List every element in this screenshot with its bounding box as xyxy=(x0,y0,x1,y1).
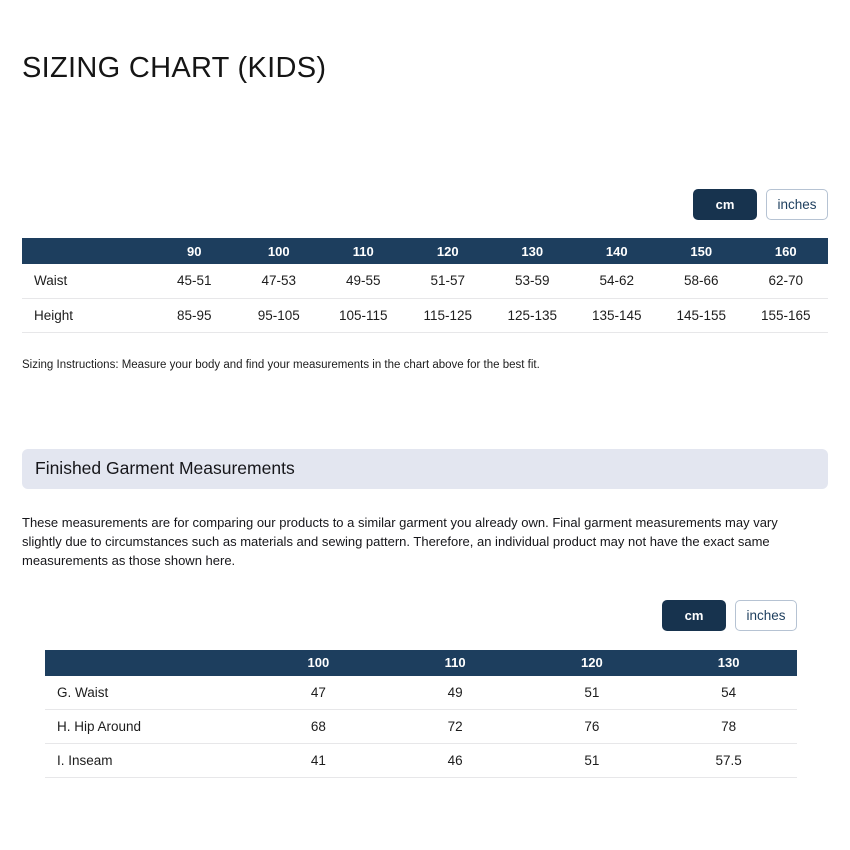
page-title: SIZING CHART (KIDS) xyxy=(22,52,327,84)
table-header-row: 90 100 110 120 130 140 150 160 xyxy=(22,238,828,264)
measurement-cell: 95-105 xyxy=(236,298,321,333)
size-column-header: 120 xyxy=(523,649,661,676)
table-row: Height 85-95 95-105 105-115 115-125 125-135 13… xyxy=(22,298,828,333)
measurement-cell: 76 xyxy=(523,709,661,744)
size-column-header: 160 xyxy=(743,238,828,264)
measurement-cell: 53-59 xyxy=(490,264,575,299)
size-column-header: 120 xyxy=(405,238,490,264)
measurement-cell: 105-115 xyxy=(321,298,406,333)
sizing-instructions: Sizing Instructions: Measure your body a… xyxy=(22,358,540,371)
measurement-cell: 49 xyxy=(386,675,524,710)
measurement-cell: 135-145 xyxy=(574,298,659,333)
measurement-cell: 62-70 xyxy=(743,264,828,299)
garment-section-title: Finished Garment Measurements xyxy=(35,458,295,478)
garment-section-header: Finished Garment Measurements xyxy=(22,448,828,489)
measurement-cell: 68 xyxy=(250,709,387,744)
measurement-cell: 115-125 xyxy=(405,298,490,333)
measurement-cell: 85-95 xyxy=(152,298,237,333)
measurement-cell: 155-165 xyxy=(743,298,828,333)
measurement-cell: 51 xyxy=(523,743,661,778)
measurement-cell: 51 xyxy=(523,675,661,710)
size-column-header: 90 xyxy=(152,238,237,264)
size-column-header: 100 xyxy=(250,649,387,676)
inches-button[interactable]: inches xyxy=(766,189,828,220)
measurement-cell: 54 xyxy=(660,675,797,710)
row-label: G. Waist xyxy=(45,675,250,710)
measurement-cell: 41 xyxy=(250,743,387,778)
size-column-header: 150 xyxy=(659,238,744,264)
measurement-cell: 57.5 xyxy=(660,743,797,778)
measurement-cell: 47-53 xyxy=(236,264,321,299)
measurement-cell: 78 xyxy=(660,709,797,744)
size-column-header: 130 xyxy=(660,649,797,676)
cm-button[interactable]: cm xyxy=(662,599,726,631)
measurement-cell: 45-51 xyxy=(152,264,237,299)
corner-cell xyxy=(22,238,152,264)
sizing-chart-page: SIZING CHART (KIDS) cm inches 90 100 110 12… xyxy=(0,52,850,850)
measurement-cell: 46 xyxy=(386,743,524,778)
table-row: I. Inseam 41 46 51 57.5 xyxy=(45,743,797,778)
inches-button[interactable]: inches xyxy=(735,599,797,631)
measurement-cell: 125-135 xyxy=(490,298,575,333)
measurement-cell: 58-66 xyxy=(659,264,744,299)
size-column-header: 100 xyxy=(236,238,321,264)
table-row: G. Waist 47 49 51 54 xyxy=(45,675,797,710)
row-label: Waist xyxy=(22,264,152,299)
cm-button[interactable]: cm xyxy=(693,189,757,220)
row-label: H. Hip Around xyxy=(45,709,250,744)
row-label: Height xyxy=(22,298,152,333)
measurement-cell: 72 xyxy=(386,709,524,744)
body-size-table: 90 100 110 120 130 140 150 160 Waist 45-51 47-53 49… xyxy=(22,238,828,333)
size-column-header: 110 xyxy=(321,238,406,264)
size-column-header: 140 xyxy=(574,238,659,264)
table-row: H. Hip Around 68 72 76 78 xyxy=(45,709,797,744)
measurement-cell: 47 xyxy=(250,675,387,710)
size-column-header: 110 xyxy=(386,649,524,676)
corner-cell xyxy=(45,649,250,676)
table-header-row: 100 110 120 130 xyxy=(45,649,797,676)
measurement-cell: 54-62 xyxy=(574,264,659,299)
measurement-cell: 145-155 xyxy=(659,298,744,333)
garment-measurement-table: 100 110 120 130 G. Waist 47 49 51 54 H. Hip Aroun… xyxy=(45,649,797,778)
table-row: Waist 45-51 47-53 49-55 51-57 53-59 54-62 58-66… xyxy=(22,264,828,299)
measurement-cell: 51-57 xyxy=(405,264,490,299)
size-column-header: 130 xyxy=(490,238,575,264)
measurement-cell: 49-55 xyxy=(321,264,406,299)
row-label: I. Inseam xyxy=(45,743,250,778)
unit-toggle-body-chart: cm inches xyxy=(22,189,828,220)
unit-toggle-garment-chart: cm inches xyxy=(22,599,797,631)
garment-section-description: These measurements are for comparing our… xyxy=(22,514,778,568)
